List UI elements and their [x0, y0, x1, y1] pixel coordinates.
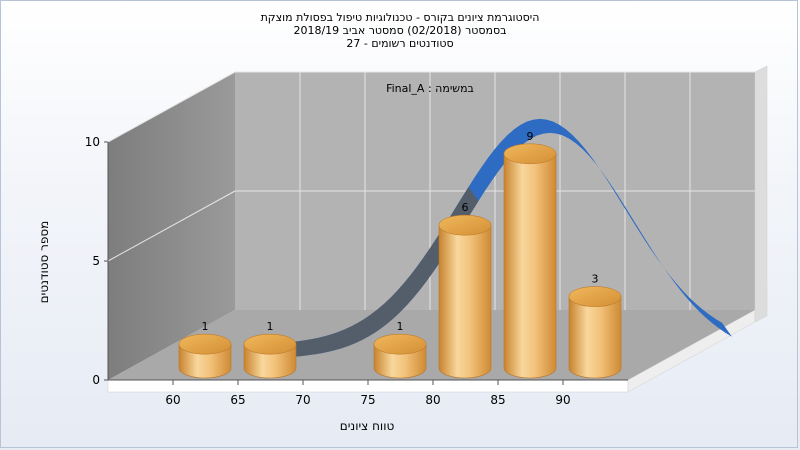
gridline-left-wall [107, 71, 236, 143]
axes-layer: 0 5 10 60 65 70 75 80 85 90 [85, 135, 628, 407]
x-tick-label: 85 [490, 393, 505, 407]
bar-cap [243, 333, 297, 355]
bar-60: 1 [178, 320, 232, 379]
back-wall-right-edge [754, 65, 768, 323]
distribution-curve [254, 118, 732, 359]
bar-90: 3 [568, 273, 622, 379]
bar-75: 1 [373, 320, 427, 379]
bar-85: 9 [503, 130, 557, 379]
x-tick-label: 80 [425, 393, 440, 407]
chart-title-line-1: היסטוגרמת ציונים בקורס - טכנולוגיות טיפו… [260, 11, 540, 24]
bar-body [503, 153, 557, 379]
bar-cap [373, 333, 427, 355]
bar-value-label: 9 [527, 130, 534, 143]
y-tick-label: 5 [92, 254, 100, 268]
chart-subtitle: Final_A : במשימה [386, 82, 474, 95]
gridline-left-wall [107, 190, 236, 262]
bars-layer: 1 1 1 6 9 3 [178, 130, 622, 379]
y-tick-label: 0 [92, 373, 100, 387]
x-tick-label: 90 [555, 393, 570, 407]
y-axis-label: מספר סטודנטים [37, 221, 51, 304]
bar-value-label: 3 [592, 273, 599, 286]
y-tick-label: 10 [85, 135, 100, 149]
bar-value-label: 1 [267, 320, 274, 333]
distribution-curve-shadow [254, 186, 479, 359]
x-tick-label: 75 [360, 393, 375, 407]
bar-65: 1 [243, 320, 297, 379]
x-tick-label: 65 [230, 393, 245, 407]
x-tick-label: 60 [165, 393, 180, 407]
distribution-curve-ribbon [254, 118, 732, 359]
chart-title-line-3: סטודנטים רשומים - 27 [346, 37, 454, 50]
x-tick-label: 70 [295, 393, 310, 407]
bar-value-label: 6 [462, 201, 469, 214]
bar-body [568, 296, 622, 379]
bar-value-label: 1 [202, 320, 209, 333]
bar-cap [438, 214, 492, 236]
x-axis-label: טווח ציונים [340, 419, 395, 433]
bar-body [438, 224, 492, 379]
bar-80: 6 [438, 201, 492, 379]
bar-value-label: 1 [397, 320, 404, 333]
bar-cap [503, 143, 557, 165]
bar-cap [568, 286, 622, 307]
chart-title-line-2: בסמסטר (02/2018) סמסטר אביב 2018/19 [293, 24, 507, 37]
bar-cap [178, 333, 232, 355]
